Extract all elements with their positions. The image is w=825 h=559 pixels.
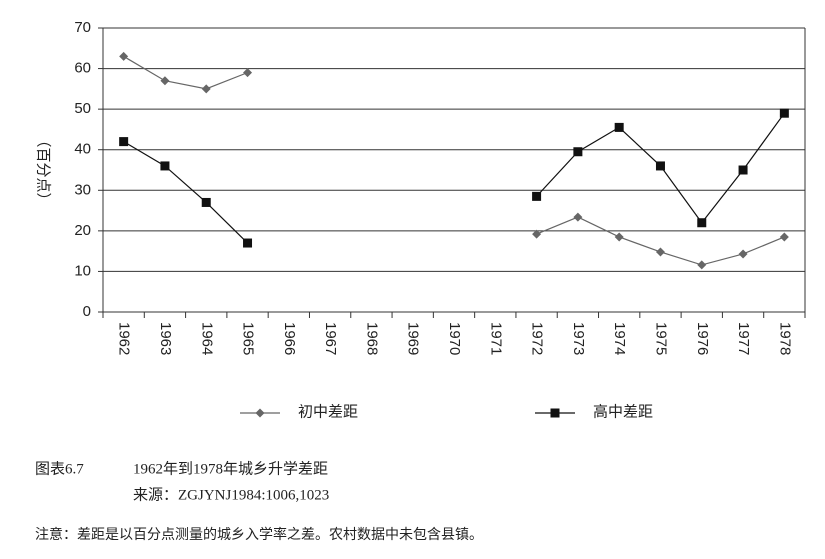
y-tick-label: 10 <box>74 262 91 279</box>
x-tick-label: 1963 <box>157 322 174 355</box>
x-tick-label: 1970 <box>446 322 463 355</box>
point <box>119 137 129 147</box>
point <box>119 51 129 61</box>
x-tick-label: 1976 <box>694 322 711 355</box>
point <box>697 260 707 270</box>
x-tick-label: 1969 <box>405 322 422 355</box>
chart-title: 1962年到1978年城乡升学差距 <box>133 460 328 477</box>
point <box>160 161 170 171</box>
note: 注意：差距是以百分点测量的城乡入学率之差。农村数据中未包含县镇。 <box>35 526 483 543</box>
point <box>738 165 748 175</box>
point <box>160 76 170 86</box>
x-tick-label: 1971 <box>487 322 504 355</box>
legend-marker <box>550 408 560 418</box>
point <box>655 247 665 257</box>
point <box>614 232 624 242</box>
point <box>243 68 253 78</box>
y-axis-label: （百分点） <box>35 132 52 207</box>
y-tick-label: 0 <box>83 303 91 320</box>
point <box>201 197 211 207</box>
x-tick-label: 1974 <box>611 322 628 355</box>
point <box>738 249 748 259</box>
point <box>614 122 624 132</box>
x-tick-label: 1975 <box>653 322 670 355</box>
point <box>655 161 665 171</box>
legend-label: 初中差距 <box>298 403 358 420</box>
point <box>243 238 253 248</box>
x-tick-label: 1966 <box>281 322 298 355</box>
point <box>201 84 211 94</box>
point <box>532 229 542 239</box>
axes: 0 10 20 30 40 50 60 70 1962 1963 1964 1965 1966 1967 1… <box>74 19 793 355</box>
legend-item: 高中差距 <box>535 403 653 420</box>
y-tick-label: 60 <box>74 60 91 77</box>
point <box>779 108 789 118</box>
x-tick-label: 1967 <box>322 322 339 355</box>
y-tick-label: 70 <box>74 19 91 36</box>
x-tick-label: 1965 <box>240 322 257 355</box>
x-tick-label: 1962 <box>116 322 133 355</box>
y-tick-label: 30 <box>74 181 91 198</box>
x-tick-label: 1973 <box>570 322 587 355</box>
x-tick-label: 1964 <box>198 322 215 355</box>
legend-marker <box>255 408 265 418</box>
point <box>573 147 583 157</box>
y-tick-label: 20 <box>74 222 91 239</box>
y-tick-label: 50 <box>74 100 91 117</box>
source: 来源：ZGJYNJ1984:1006,1023 <box>133 486 329 503</box>
point <box>779 232 789 242</box>
series-line <box>123 55 785 266</box>
point <box>697 218 707 228</box>
point <box>573 212 583 222</box>
x-tick-label: 1972 <box>529 322 546 355</box>
y-tick-label: 40 <box>74 141 91 158</box>
x-tick-label: 1968 <box>363 322 380 355</box>
point <box>532 191 542 201</box>
series-line <box>123 112 785 244</box>
legend-item: 初中差距 <box>240 403 358 420</box>
x-tick-label: 1977 <box>735 322 752 355</box>
x-tick-label: 1978 <box>776 322 793 355</box>
figure-label: 图表6.7 <box>35 460 84 477</box>
legend-label: 高中差距 <box>593 403 653 420</box>
